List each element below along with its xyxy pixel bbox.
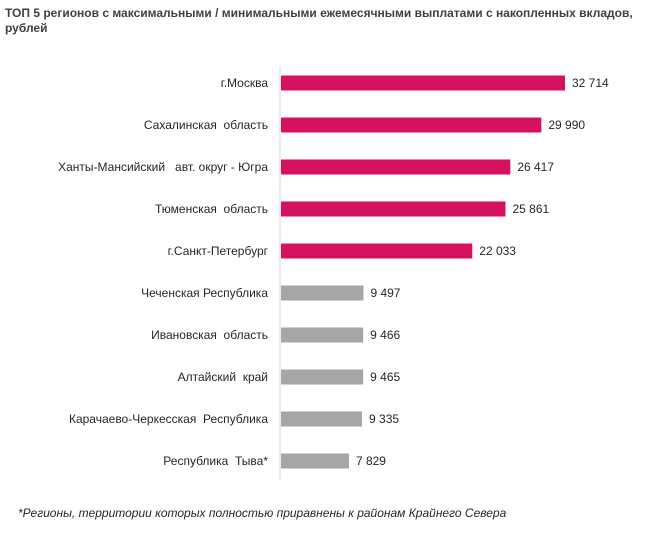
bar	[281, 285, 364, 301]
value-label: 29 990	[548, 118, 585, 132]
value-label: 22 033	[479, 244, 516, 258]
value-label: 9 497	[370, 286, 400, 300]
category-label: Карачаево-Черкесская Республика	[69, 412, 268, 426]
bar	[281, 243, 473, 259]
bar	[281, 369, 364, 385]
category-label: Алтайский край	[178, 370, 268, 384]
value-label: 26 417	[517, 160, 554, 174]
bar	[281, 327, 364, 343]
footnote: *Регионы, территории которых полностью п…	[18, 506, 507, 520]
chart-title: ТОП 5 регионов с максимальными / минимал…	[5, 6, 633, 35]
bar	[281, 453, 349, 469]
value-label: 32 714	[572, 76, 609, 90]
bar	[281, 117, 542, 133]
category-label: г.Москва	[221, 76, 269, 90]
bar	[281, 75, 565, 91]
value-label: 7 829	[356, 454, 386, 468]
category-label: Чеченская Республика	[141, 286, 268, 300]
value-label: 9 466	[370, 328, 400, 342]
bar	[281, 201, 506, 217]
category-label: Тюменская область	[155, 202, 268, 216]
value-label: 9 335	[369, 412, 399, 426]
category-label: Республика Тыва*	[163, 454, 268, 468]
bar	[281, 411, 363, 427]
category-label: Ханты-Мансийский авт. округ - Югра	[58, 160, 268, 174]
value-label: 9 465	[370, 370, 400, 384]
category-label: Ивановская область	[151, 328, 268, 342]
bars-layer: г.Москва 32 714 Сахалинская область 29 990 Х…	[58, 75, 609, 469]
bar	[281, 159, 511, 175]
category-label: г.Санкт-Петербург	[168, 244, 269, 258]
value-label: 25 861	[513, 202, 550, 216]
category-label: Сахалинская область	[144, 118, 268, 132]
